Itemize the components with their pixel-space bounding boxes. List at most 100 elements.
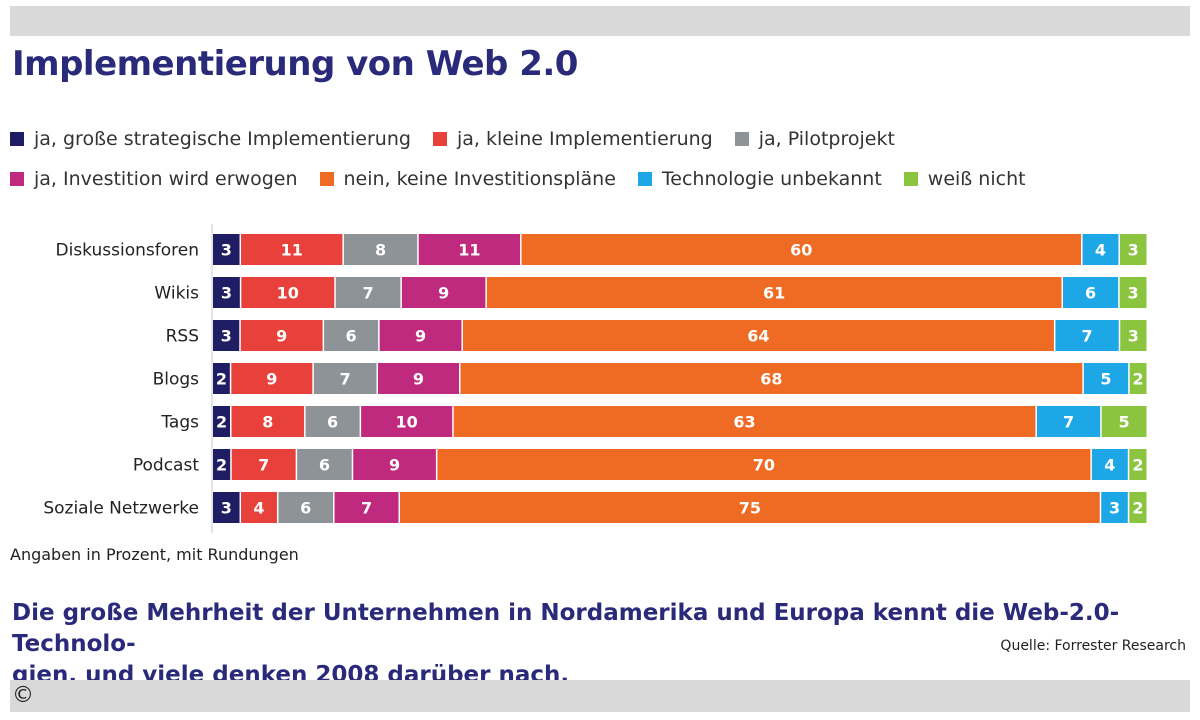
bar-segment xyxy=(1083,363,1129,394)
bar-segment xyxy=(353,449,436,480)
data-label: 2 xyxy=(1132,499,1143,518)
legend-label: Technologie unbekannt xyxy=(661,168,882,190)
bar-segment xyxy=(378,363,459,394)
category-label: Diskussionsforen xyxy=(56,241,199,261)
data-label: 2 xyxy=(1132,456,1143,475)
bar-segment xyxy=(453,406,1036,437)
data-label: 4 xyxy=(1095,241,1106,260)
data-label: 2 xyxy=(1133,370,1144,389)
data-label: 70 xyxy=(753,456,775,475)
data-label: 3 xyxy=(221,499,232,518)
top-banner-strip xyxy=(10,6,1190,36)
bottom-banner-strip xyxy=(10,680,1190,712)
footnote: Angaben in Prozent, mit Rundungen xyxy=(10,545,299,564)
data-label: 2 xyxy=(216,456,227,475)
bar-segment xyxy=(1101,492,1128,523)
legend-swatch xyxy=(432,132,447,146)
category-label: Blogs xyxy=(153,370,200,390)
data-label: 4 xyxy=(253,499,264,518)
legend-item: ja, Investition wird erwogen xyxy=(10,168,298,190)
legend-row-2: ja, Investition wird erwogen nein, keine… xyxy=(10,166,1190,192)
legend-label: ja, kleine Implementierung xyxy=(456,128,713,150)
data-label: 2 xyxy=(216,413,227,432)
legend-item: Technologie unbekannt xyxy=(637,168,882,190)
legend-item: weiß nicht xyxy=(903,168,1026,190)
data-label: 3 xyxy=(221,327,232,346)
category-label: RSS xyxy=(166,327,199,347)
bar-segment xyxy=(1119,234,1147,265)
bar-segment xyxy=(486,277,1062,308)
bar-segment xyxy=(213,449,231,480)
bar-segment xyxy=(460,363,1083,394)
legend-swatch xyxy=(734,132,749,146)
bar-segment xyxy=(1129,492,1147,523)
data-label: 61 xyxy=(763,284,785,303)
bar-segment xyxy=(1036,406,1101,437)
data-label: 11 xyxy=(458,241,480,260)
data-label: 64 xyxy=(747,327,769,346)
bar-segment xyxy=(1101,406,1147,437)
bar-segment xyxy=(297,449,352,480)
copyright-icon: © xyxy=(12,683,34,708)
bar-segment xyxy=(213,406,231,437)
data-label: 7 xyxy=(361,499,372,518)
data-label: 9 xyxy=(266,370,277,389)
data-label: 9 xyxy=(413,370,424,389)
legend-row-1: ja, große strategische Implementierung j… xyxy=(10,126,1190,152)
category-label: Wikis xyxy=(154,284,199,304)
legend-label: ja, große strategische Implementierung xyxy=(34,128,411,150)
data-label: 8 xyxy=(262,413,273,432)
bar-segment xyxy=(1129,449,1147,480)
data-label: 9 xyxy=(276,327,287,346)
bar-segment xyxy=(213,234,240,265)
bar-segment xyxy=(231,363,313,394)
legend-swatch xyxy=(10,132,24,146)
data-label: 11 xyxy=(281,241,303,260)
data-label: 6 xyxy=(327,413,338,432)
data-label: 7 xyxy=(1063,413,1074,432)
legend-swatch xyxy=(903,172,918,186)
data-label: 3 xyxy=(221,284,232,303)
chart-title: Implementierung von Web 2.0 xyxy=(12,44,578,84)
bar-segment xyxy=(213,363,230,394)
bar-segment xyxy=(1120,320,1147,351)
category-label: Soziale Netzwerke xyxy=(43,499,199,519)
bar-segment xyxy=(213,320,240,351)
legend-swatch xyxy=(319,172,334,186)
legend-item: ja, große strategische Implementierung xyxy=(10,128,411,150)
data-label: 7 xyxy=(258,456,269,475)
legend-label: ja, Pilotprojekt xyxy=(758,128,895,150)
bar-segment xyxy=(1119,277,1147,308)
bar-segment xyxy=(241,277,335,308)
category-label: Tags xyxy=(160,413,199,433)
data-label: 10 xyxy=(277,284,299,303)
legend-item: ja, kleine Implementierung xyxy=(432,128,713,150)
bar-segment xyxy=(1129,363,1147,394)
data-label: 75 xyxy=(739,499,761,518)
bar-segment xyxy=(521,234,1082,265)
bar-segment xyxy=(343,234,418,265)
data-label: 9 xyxy=(389,456,400,475)
bar-segment xyxy=(1063,277,1119,308)
bar-segment xyxy=(278,492,334,523)
data-label: 8 xyxy=(375,241,386,260)
data-label: 6 xyxy=(346,327,357,346)
data-label: 60 xyxy=(790,241,812,260)
legend-label: ja, Investition wird erwogen xyxy=(34,168,298,190)
bar-segment xyxy=(462,320,1054,351)
bar-segment xyxy=(1082,234,1119,265)
legend-item: ja, Pilotprojekt xyxy=(734,128,895,150)
data-label: 6 xyxy=(1085,284,1096,303)
data-label: 3 xyxy=(1109,499,1120,518)
bar-segment xyxy=(335,277,401,308)
data-label: 7 xyxy=(363,284,374,303)
legend-swatch xyxy=(10,172,24,186)
data-label: 9 xyxy=(438,284,449,303)
source-credit: Quelle: Forrester Research xyxy=(1000,638,1186,654)
data-label: 68 xyxy=(760,370,782,389)
data-label: 2 xyxy=(216,370,227,389)
data-label: 7 xyxy=(340,370,351,389)
caption: Die große Mehrheit der Unternehmen in No… xyxy=(12,598,1172,691)
bar-segment xyxy=(400,492,1100,523)
